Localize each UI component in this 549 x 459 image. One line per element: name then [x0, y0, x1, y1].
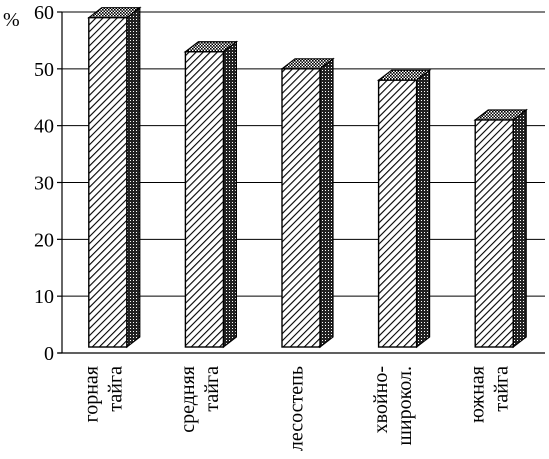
y-tick-label: 0 — [44, 343, 54, 365]
x-tick-label-line: тайга — [491, 366, 513, 412]
x-tick-label: южная тайга — [467, 366, 513, 423]
y-tick-label: 30 — [34, 173, 54, 195]
bar-side — [126, 6, 141, 349]
y-tick-label: 60 — [34, 2, 54, 24]
x-tick-label: хвойно-широкол. — [370, 366, 416, 446]
bar — [183, 40, 239, 349]
x-tick-label-line: горная — [80, 366, 102, 422]
bar — [473, 108, 528, 349]
bar-side — [416, 68, 431, 349]
x-tick-labels: горная тайга средняя тайга лесостепь хвойно-ш… — [80, 366, 512, 451]
x-tick-label-line: средняя — [177, 366, 199, 433]
bar — [280, 57, 335, 349]
x-tick-label-line: южная — [467, 366, 489, 423]
y-axis-label: % — [3, 9, 20, 31]
bar-side — [222, 40, 237, 349]
x-tick-label: лесостепь — [286, 366, 308, 451]
x-tick-label: горная тайга — [80, 366, 126, 423]
y-tick-labels: 0 10 20 30 40 50 60 — [34, 2, 62, 365]
x-tick-label-line: тайга — [201, 366, 223, 412]
y-tick-label: 10 — [34, 286, 54, 308]
x-tick-label-line: хвойно- — [370, 366, 392, 433]
bars — [87, 6, 528, 349]
y-tick-label: 20 — [34, 229, 54, 251]
bar-front — [184, 51, 225, 348]
bar-side — [319, 57, 334, 349]
bar — [87, 6, 142, 349]
y-tick-label: 50 — [34, 59, 54, 81]
bar-side — [512, 108, 527, 349]
x-tick-label-line: лесостепь — [286, 366, 308, 451]
bar — [376, 68, 432, 349]
x-tick-label-line: широкол. — [394, 366, 416, 446]
x-tick-label: средняя тайга — [177, 366, 223, 433]
y-tick-label: 40 — [34, 116, 54, 138]
x-tick-label-line: тайга — [104, 366, 126, 412]
bar-front — [474, 119, 514, 348]
bar-front — [377, 79, 418, 348]
bar-front — [88, 16, 128, 348]
bar-front — [281, 68, 321, 348]
